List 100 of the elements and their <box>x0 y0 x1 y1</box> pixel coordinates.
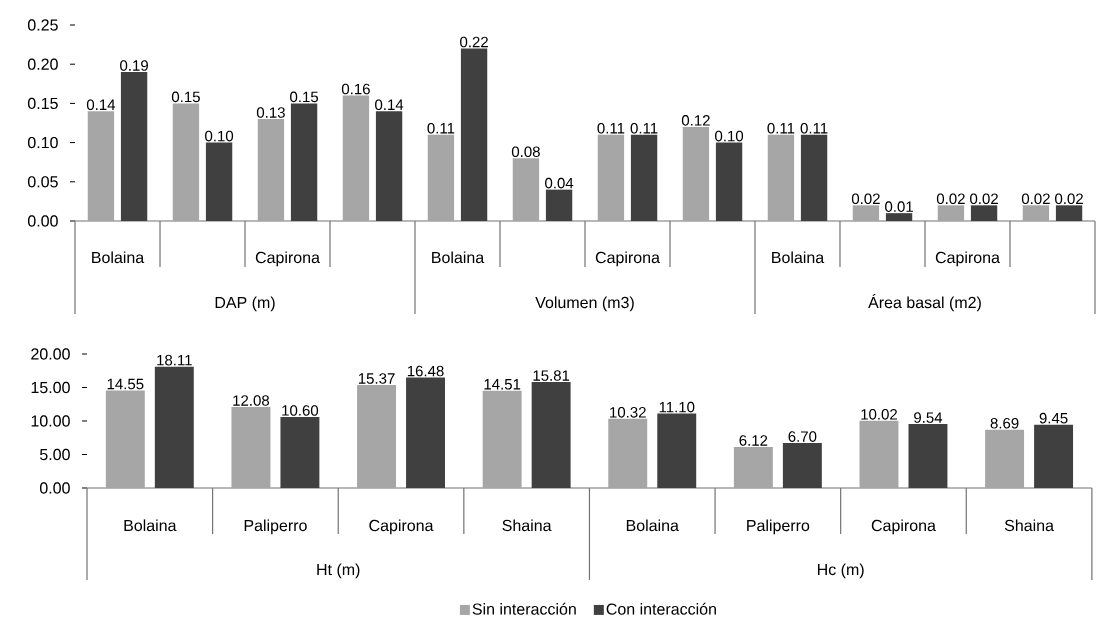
bar <box>630 134 658 221</box>
y-tick-label: 0.05 <box>27 176 58 188</box>
bar <box>205 142 233 221</box>
data-label: 0.01 <box>885 201 913 212</box>
bar <box>608 418 648 488</box>
y-tick-label: 0.15 <box>27 97 58 110</box>
bar <box>1055 205 1083 221</box>
bar <box>531 382 571 488</box>
bar <box>482 390 522 488</box>
data-label: 8.69 <box>990 417 1019 429</box>
bar <box>733 446 773 488</box>
bar <box>342 95 370 221</box>
y-tick-label: 15.00 <box>31 381 70 394</box>
bar <box>852 205 880 221</box>
text: Volumen (m3) <box>535 296 634 312</box>
bar <box>280 416 320 488</box>
bar <box>375 111 403 221</box>
data-label: 0.19 <box>120 60 148 71</box>
x-tick-label: Capirona <box>871 519 936 535</box>
data-label: 6.12 <box>739 435 768 446</box>
bar <box>715 142 743 221</box>
x-tick-label: Capirona <box>595 251 660 267</box>
x-tick-label: Paliperro <box>747 519 810 535</box>
bar <box>800 134 828 221</box>
bar <box>1022 205 1050 221</box>
data-label: 0.10 <box>205 130 234 142</box>
y-tick-label: 0.20 <box>27 58 58 70</box>
data-label: 0.15 <box>290 91 319 103</box>
data-label: 0.15 <box>171 91 200 103</box>
data-label: 18.11 <box>157 354 192 366</box>
data-label: 14.55 <box>107 378 144 390</box>
data-label: 0.10 <box>715 130 744 142</box>
bar <box>427 134 455 221</box>
bar <box>290 103 318 221</box>
data-label: 6.70 <box>788 431 817 442</box>
x-tick-label: Bolaina <box>92 251 145 264</box>
data-label: 0.11 <box>630 122 658 134</box>
x-tick-label: Capirona <box>935 251 1000 267</box>
data-label: 15.37 <box>358 373 395 384</box>
data-label: 10.02 <box>861 409 897 420</box>
legend-label: Con interacción <box>606 602 716 615</box>
bar <box>406 377 445 488</box>
data-label: 0.11 <box>800 122 828 134</box>
bar <box>1034 424 1074 488</box>
data-label: 9.54 <box>914 412 943 423</box>
data-label: 9.45 <box>1039 412 1068 424</box>
data-label: 0.02 <box>970 193 998 205</box>
data-label: 0.11 <box>767 122 795 134</box>
bar <box>512 158 540 221</box>
data-label: 15.81 <box>533 370 570 381</box>
text: Ht (m) <box>317 563 360 579</box>
x-tick-label: Shaina <box>502 519 552 532</box>
bar <box>682 126 710 221</box>
bar <box>985 429 1025 488</box>
bar <box>105 390 145 488</box>
data-label: 0.13 <box>256 107 285 118</box>
data-label: 0.12 <box>681 115 710 126</box>
y-tick-label: 5.00 <box>39 448 70 461</box>
y-tick-label: 20.00 <box>31 348 70 360</box>
x-tick-label: Shaina <box>1004 519 1054 532</box>
bar <box>908 424 948 488</box>
data-label: 0.04 <box>545 177 574 189</box>
text: DAP (m) <box>215 296 275 312</box>
data-label: 0.11 <box>597 122 625 134</box>
bar <box>357 385 397 488</box>
data-label: 0.02 <box>851 193 880 205</box>
bar <box>120 72 148 221</box>
x-tick-label: Bolaina <box>626 519 679 532</box>
data-label: 0.08 <box>511 146 540 158</box>
legend-label: Sin interacción <box>472 602 576 615</box>
bar <box>172 103 200 221</box>
data-label: 0.14 <box>375 99 404 111</box>
data-label: 0.16 <box>341 83 370 95</box>
data-label: 0.02 <box>936 193 965 205</box>
data-label: 10.32 <box>610 407 646 418</box>
data-label: 16.48 <box>407 365 444 377</box>
x-tick-label: Capirona <box>369 519 434 535</box>
bar <box>154 366 194 488</box>
data-label: 11.10 <box>659 401 695 413</box>
data-label: 10.60 <box>282 405 319 416</box>
y-tick-label: 0.25 <box>27 19 58 31</box>
data-label: 0.02 <box>1021 193 1050 205</box>
text: Hc (m) <box>817 563 864 579</box>
data-label: 12.08 <box>233 395 270 406</box>
bar <box>87 111 115 221</box>
x-tick-label: Capirona <box>255 251 320 267</box>
x-tick-label: Bolaina <box>772 251 825 264</box>
data-label: 0.14 <box>86 99 116 111</box>
data-label: 14.51 <box>484 379 521 390</box>
x-tick-label: Bolaina <box>124 519 177 532</box>
x-tick-label: Paliperro <box>244 519 307 535</box>
x-tick-label: Bolaina <box>432 251 485 264</box>
bar <box>885 213 913 221</box>
text: Área basal (m2) <box>868 294 981 312</box>
y-tick-label: 10.00 <box>31 415 70 427</box>
bar <box>597 134 625 221</box>
data-label: 0.11 <box>427 122 455 134</box>
data-label: 0.22 <box>460 36 488 48</box>
bar <box>767 134 795 221</box>
y-tick-label: 0.10 <box>27 136 58 149</box>
